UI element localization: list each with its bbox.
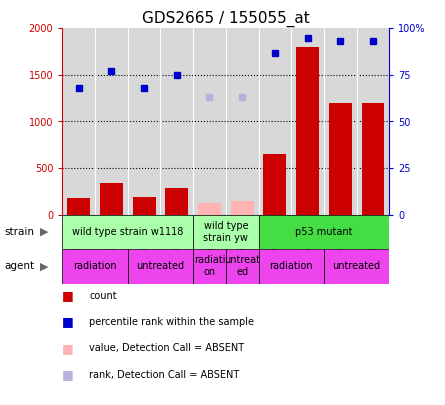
Bar: [263, 154, 286, 215]
Text: ▶: ▶: [40, 261, 49, 271]
Bar: [166, 188, 188, 215]
Bar: [100, 183, 123, 215]
Bar: [133, 197, 155, 215]
Text: untreated: untreated: [136, 261, 185, 271]
Text: wild type
strain yw: wild type strain yw: [203, 221, 248, 243]
Text: agent: agent: [4, 261, 35, 271]
Text: strain: strain: [4, 227, 34, 237]
Bar: [296, 47, 319, 215]
Text: ■: ■: [62, 342, 74, 355]
Bar: [193, 249, 226, 284]
Bar: [231, 201, 254, 215]
Bar: [198, 202, 221, 215]
Text: ■: ■: [62, 368, 74, 381]
Text: percentile rank within the sample: percentile rank within the sample: [89, 317, 254, 327]
Text: wild type strain w1118: wild type strain w1118: [72, 227, 183, 237]
Text: ■: ■: [62, 289, 74, 302]
Text: rank, Detection Call = ABSENT: rank, Detection Call = ABSENT: [89, 370, 239, 379]
Bar: [362, 103, 384, 215]
Bar: [259, 249, 324, 284]
Text: value, Detection Call = ABSENT: value, Detection Call = ABSENT: [89, 343, 244, 353]
Bar: [329, 103, 352, 215]
Bar: [193, 215, 259, 249]
Text: radiati
on: radiati on: [194, 256, 225, 277]
Bar: [128, 249, 193, 284]
Text: p53 mutant: p53 mutant: [295, 227, 353, 237]
Text: radiation: radiation: [73, 261, 117, 271]
Text: count: count: [89, 291, 117, 301]
Bar: [62, 215, 193, 249]
Text: untreated: untreated: [332, 261, 381, 271]
Text: ■: ■: [62, 315, 74, 328]
Title: GDS2665 / 155055_at: GDS2665 / 155055_at: [142, 11, 310, 27]
Text: untreat
ed: untreat ed: [224, 256, 260, 277]
Bar: [259, 215, 389, 249]
Bar: [324, 249, 389, 284]
Bar: [226, 249, 259, 284]
Bar: [67, 198, 90, 215]
Text: radiation: radiation: [269, 261, 313, 271]
Bar: [62, 249, 128, 284]
Text: ▶: ▶: [40, 227, 49, 237]
